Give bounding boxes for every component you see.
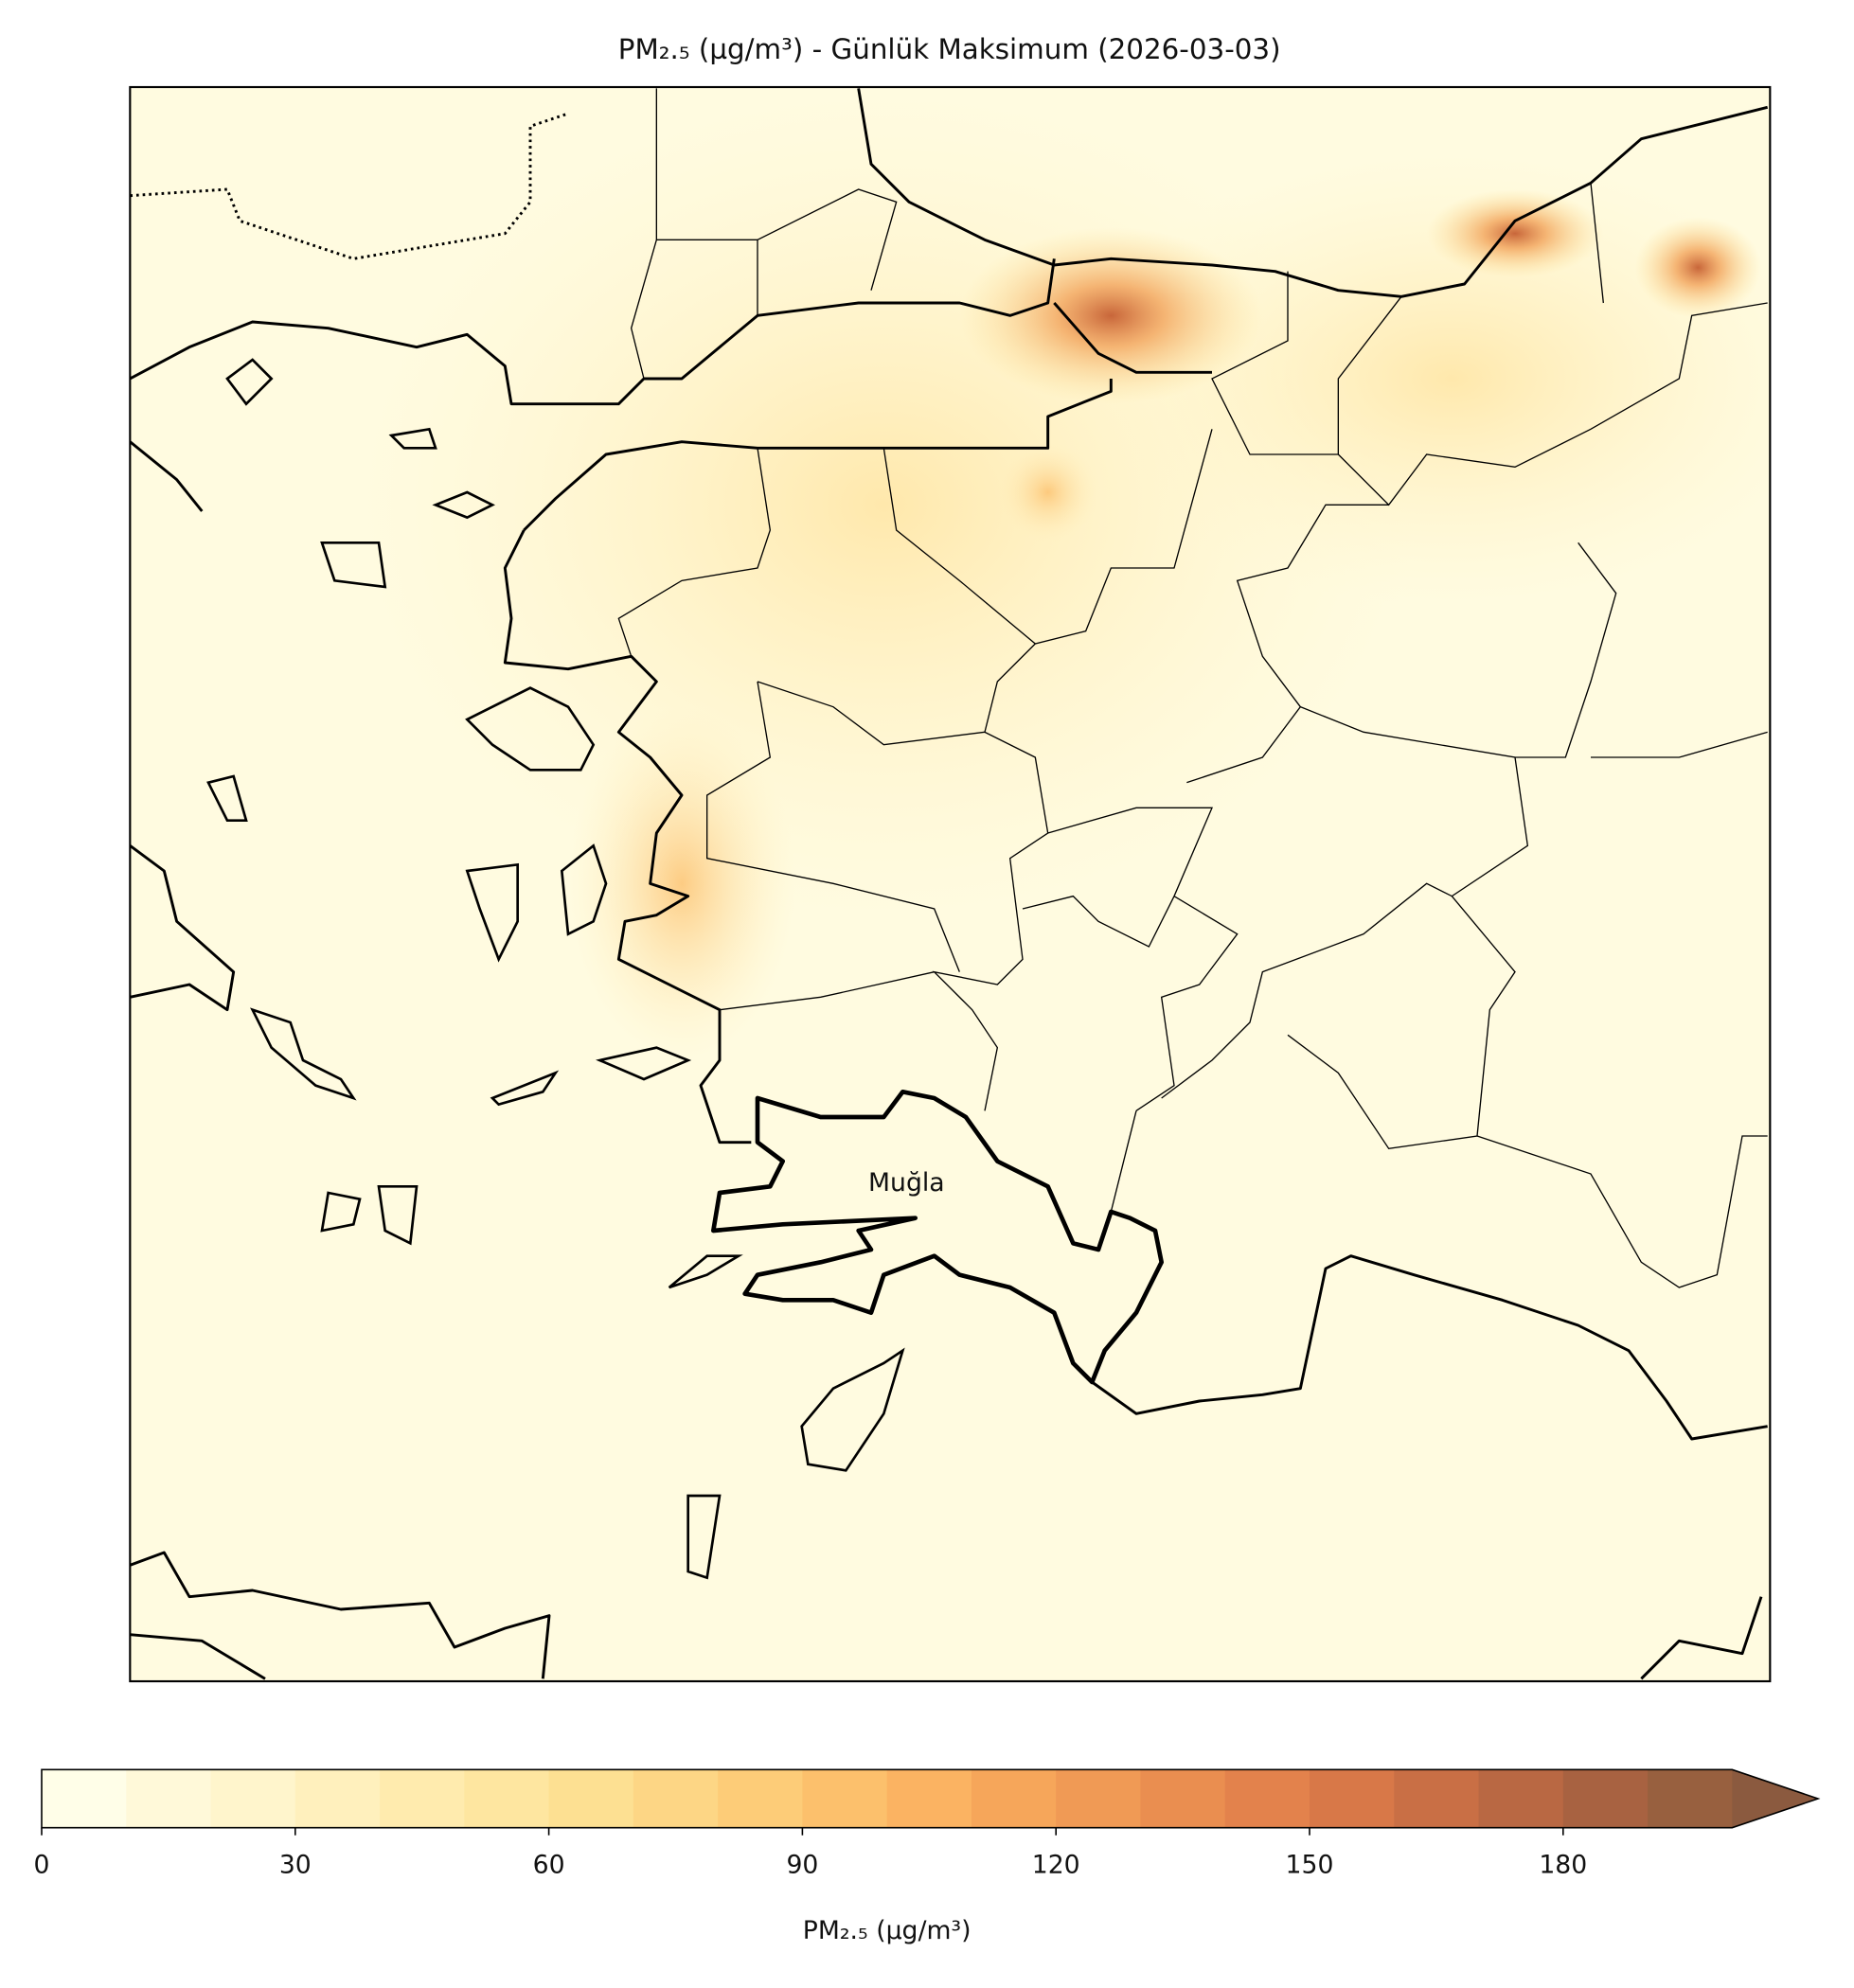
colorbar-bin [126,1769,212,1828]
colorbar-label: PM₂.₅ (µg/m³) [803,1916,972,1945]
province-border [617,429,1768,1288]
colorbar-bin [1140,1769,1226,1828]
title: PM₂.₅ (µg/m³) - Günlük Maksimum (2026-03… [618,33,1281,65]
island [225,358,495,520]
colorbar-tick-label: 150 [1286,1851,1334,1880]
coastline [503,529,752,1145]
province-border [630,88,1768,784]
island [465,686,596,772]
island [800,1347,905,1472]
map-frame [129,85,1772,1683]
colorbar-bin [633,1769,719,1828]
colorbar-bin [886,1769,972,1828]
coastline [1091,1254,1768,1441]
border [130,112,569,260]
colorbar-bin [1224,1769,1310,1828]
colorbar-bin [42,1769,127,1828]
coastline [130,1551,1763,1680]
colorbar-outline [41,1768,1821,1829]
coastline [857,88,1769,298]
colorbar-tick-label: 0 [34,1851,50,1880]
colorbar-bin [1056,1769,1142,1828]
colorbar-bin [1478,1769,1564,1828]
highlight-region [710,1090,1164,1385]
colorbar-bin [464,1769,550,1828]
colorbar-tick-label: 30 [279,1851,312,1880]
colorbar-bin [802,1769,888,1828]
island [560,843,608,936]
island [377,1046,743,1580]
colorbar-tick-label: 120 [1032,1851,1080,1880]
map: Muğla [130,87,1771,1681]
coastline [130,440,236,1012]
colorbar-bin [294,1769,381,1828]
colorbar-bin [971,1769,1057,1828]
colorbar-bin [210,1769,296,1828]
island [465,862,519,963]
hotspot [997,441,1098,543]
shading [1073,151,1771,606]
colorbar-bin [548,1769,634,1828]
colorbar-bin [1310,1769,1395,1828]
colorbar-bin [1648,1769,1733,1828]
colorbar-tick-label: 60 [533,1851,565,1880]
colorbar-tick-label: 90 [786,1851,818,1880]
colorbar-bin [1394,1769,1480,1828]
colorbar: 0 30 60 90 120 150 180 PM₂.₅ (µg/m³) [34,1768,1821,1945]
hotspot [1426,189,1604,278]
colorbar-extend [1732,1769,1818,1828]
shading [568,706,795,1060]
colorbar-bin [1562,1769,1649,1828]
colorbar-bin [380,1769,465,1828]
colorbar-tick-label: 180 [1539,1851,1587,1880]
colorbar-bin [718,1769,804,1828]
island [206,541,387,1233]
hotspot [959,227,1263,404]
hotspot [1634,217,1761,318]
region-label: Muğla [868,1168,945,1198]
coastline [130,258,1212,406]
